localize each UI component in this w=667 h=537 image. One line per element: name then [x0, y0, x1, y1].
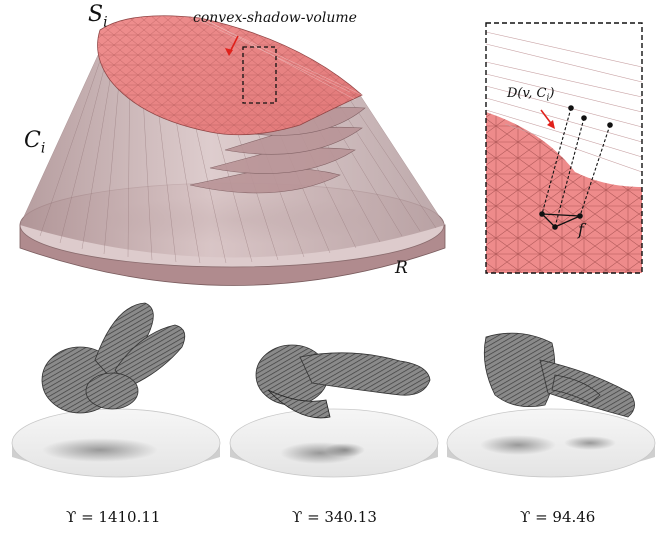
bunny-3 — [446, 332, 656, 478]
bunny-row: ϒ = 1410.11 ϒ = 340.13 ϒ = 94.46 — [0, 295, 667, 533]
zoom-inset-panel: D(v, Ci) f — [485, 22, 643, 274]
inset-border — [485, 22, 643, 274]
plane-label: R — [395, 258, 408, 278]
distance-label: D(v, Ci) — [507, 86, 555, 104]
caption-bunny-1: ϒ = 1410.11 — [66, 508, 161, 526]
shadow-volume-panel: Si Ci R convex-shadow-volume — [0, 0, 460, 300]
surface-label: Si — [88, 2, 108, 31]
caption-bunny-2: ϒ = 340.13 — [292, 508, 377, 526]
face-label: f — [578, 220, 584, 239]
surface-label-sub: i — [103, 14, 108, 31]
zoom-region-box — [242, 46, 277, 104]
convex-shadow-volume-annotation: convex-shadow-volume — [193, 10, 357, 26]
bunny-results-illustration — [11, 302, 656, 478]
shadow-volume-illustration — [19, 15, 446, 286]
bunny-1 — [11, 302, 221, 478]
cone-label: Ci — [24, 128, 46, 157]
distance-label-end: ) — [549, 86, 555, 101]
cone-label-sub: i — [40, 140, 46, 157]
zoom-inset-illustration — [485, 22, 643, 274]
caption-bunny-3: ϒ = 94.46 — [520, 508, 596, 526]
distance-label-sub: i — [546, 93, 550, 104]
bunny-2 — [229, 344, 439, 478]
